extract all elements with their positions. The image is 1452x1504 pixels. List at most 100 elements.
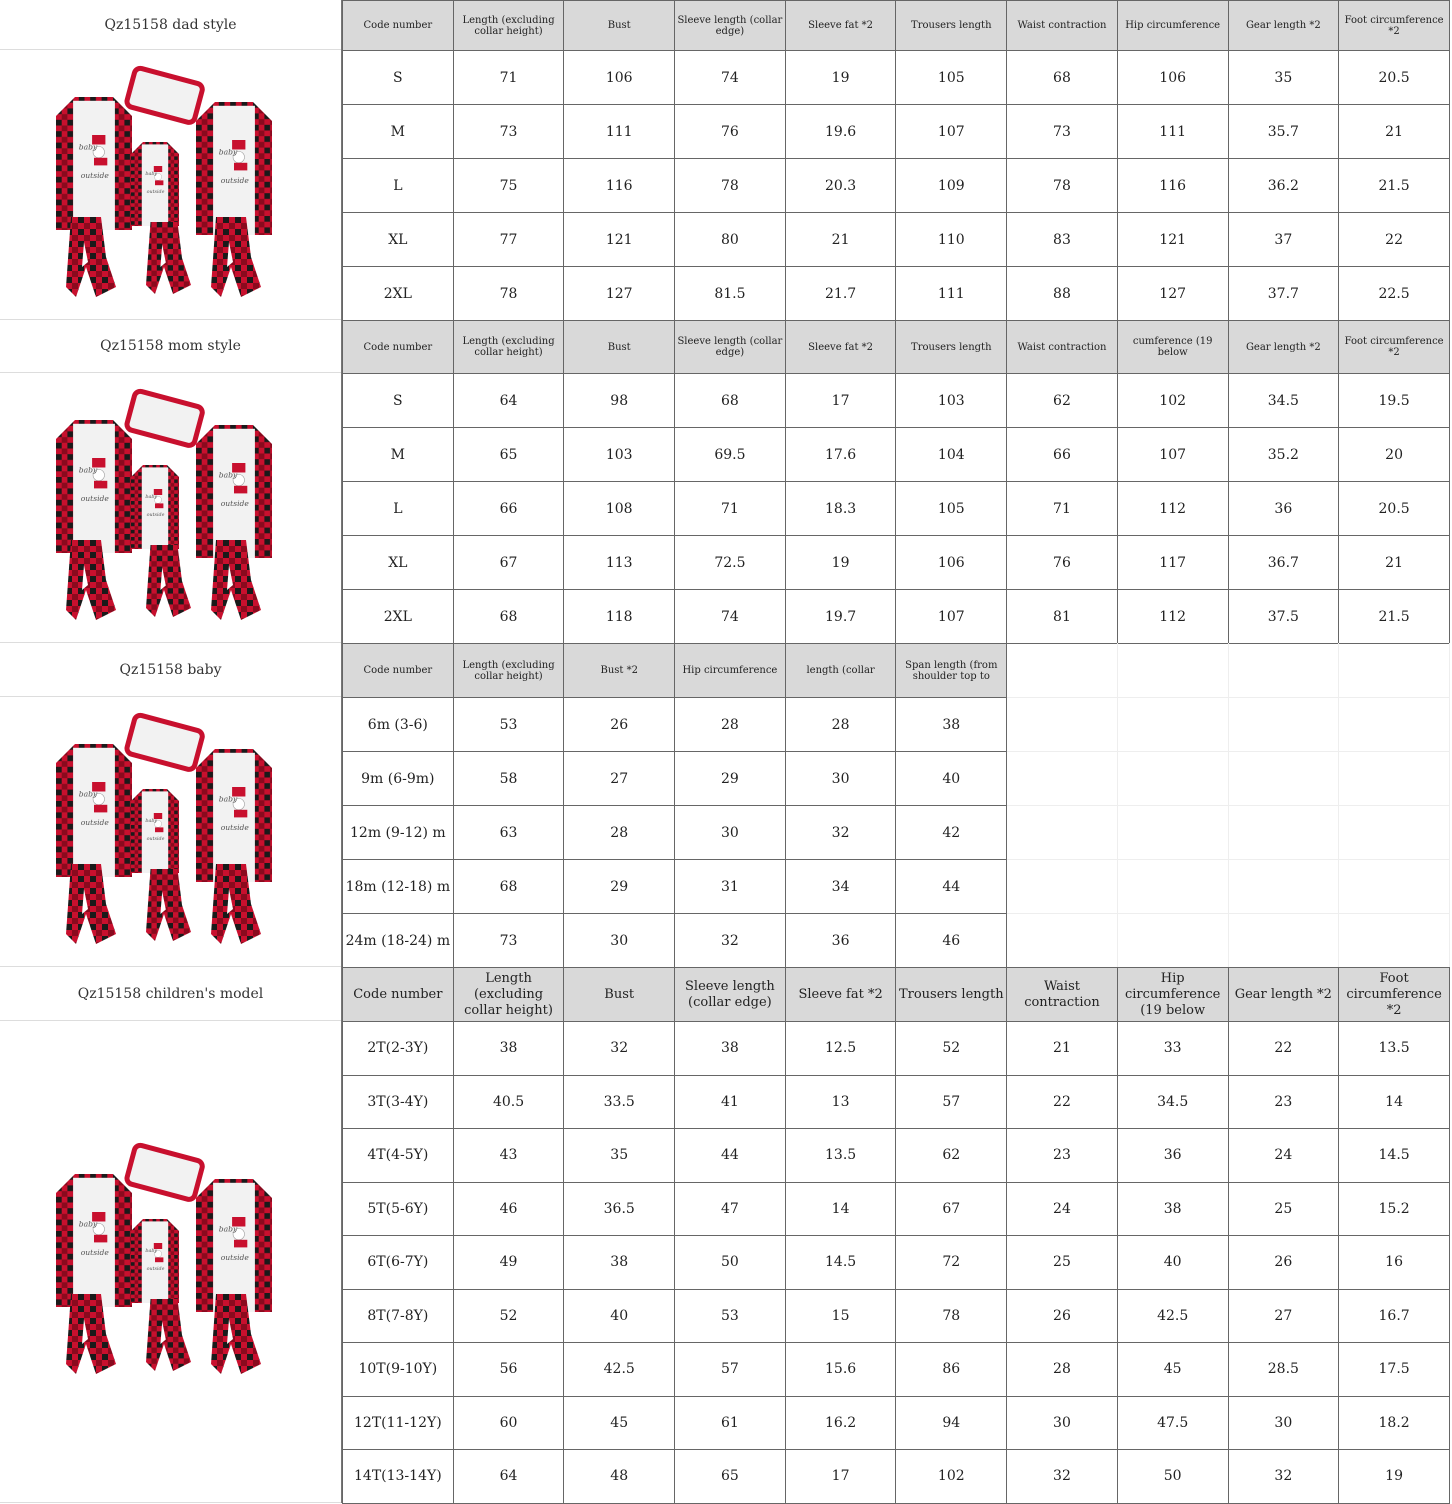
size-code-cell: 14T(13-14Y) [342,1449,454,1504]
column-header: Waist contraction [1006,967,1118,1022]
measurement-cell: 25 [1227,1181,1340,1236]
measurement-cell: 74 [674,50,786,105]
size-table: Code number Length (excluding collar heig… [342,967,1450,1504]
measurement-cell: 32 [674,913,786,968]
size-code-cell: 12m (9-12) m [342,805,454,860]
measurement-cell: 21.5 [1338,589,1450,644]
measurement-cell: 17 [784,373,897,428]
svg-text:outside: outside [220,1253,249,1262]
size-section: Qz15158 mom style baby outside baby outs… [0,320,1452,644]
measurement-cell: 33 [1116,1021,1229,1076]
table-row: L 66 108 71 18.3 105 71 112 36 20.5 [342,481,1450,536]
measurement-cell: 15.6 [784,1342,897,1397]
measurement-cell: 38 [674,1021,786,1076]
measurement-cell: 46 [452,1181,565,1236]
column-header: Span length (from shoulder top to [895,643,1008,698]
measurement-cell: 28.5 [1227,1342,1340,1397]
size-code-cell: 2XL [342,266,454,321]
measurement-cell: 78 [674,158,786,213]
measurement-cell: 14 [784,1181,897,1236]
table-row: 4T(4-5Y) 43 35 44 13.5 62 23 36 24 14.5 [342,1128,1450,1183]
measurement-cell: 40 [563,1288,676,1343]
svg-text:outside: outside [146,512,164,518]
measurement-cell: 13 [784,1074,897,1129]
measurement-cell: 46 [895,913,1008,968]
svg-text:outside: outside [220,823,249,832]
measurement-cell: 64 [452,373,565,428]
empty-cell [1227,751,1340,806]
measurement-cell: 35.2 [1227,427,1340,482]
table-row: 24m (18-24) m 73 30 32 36 46 [342,913,1450,968]
measurement-cell: 21 [784,212,897,267]
measurement-cell: 74 [674,589,786,644]
table-row: 18m (12-18) m 68 29 31 34 44 [342,859,1450,914]
table-row: S 64 98 68 17 103 62 102 34.5 19.5 [342,373,1450,428]
measurement-cell: 14.5 [1338,1128,1450,1183]
size-code-cell: XL [342,212,454,267]
measurement-cell: 107 [895,589,1008,644]
measurement-cell: 103 [895,373,1008,428]
empty-cell [1116,643,1229,698]
measurement-cell: 47.5 [1116,1395,1229,1450]
measurement-cell: 23 [1006,1128,1118,1183]
measurement-cell: 17 [784,1449,897,1504]
measurement-cell: 40 [1116,1235,1229,1290]
header-row: Code number Length (excluding collar heig… [342,0,1450,51]
column-header: Waist contraction [1006,0,1118,51]
empty-cell [1006,805,1118,860]
measurement-cell: 16 [1338,1235,1450,1290]
size-section: Qz15158 baby baby outside baby outside b… [0,643,1452,968]
size-table: Code number Length (excluding collar heig… [342,643,1450,968]
measurement-cell: 71 [1006,481,1118,536]
measurement-cell: 36 [784,913,897,968]
header-row: Code number Length (excluding collar heig… [342,320,1450,374]
measurement-cell: 20 [1338,427,1450,482]
empty-cell [1227,697,1340,752]
size-code-cell: L [342,158,454,213]
measurement-cell: 69.5 [674,427,786,482]
size-code-cell: L [342,481,454,536]
measurement-cell: 68 [1006,50,1118,105]
measurement-cell: 78 [1006,158,1118,213]
column-header: Trousers length [895,320,1008,374]
svg-text:baby: baby [78,1219,97,1228]
measurement-cell: 38 [1116,1181,1229,1236]
empty-cell [1227,913,1340,968]
section-title: Qz15158 baby [0,643,341,697]
table-row: 12m (9-12) m 63 28 30 32 42 [342,805,1450,860]
column-header: Code number [342,643,454,698]
column-header: Code number [342,967,454,1022]
measurement-cell: 36 [1227,481,1340,536]
measurement-cell: 50 [674,1235,786,1290]
measurement-cell: 71 [674,481,786,536]
measurement-cell: 21 [1006,1021,1118,1076]
measurement-cell: 22.5 [1338,266,1450,321]
size-code-cell: 2T(2-3Y) [342,1021,454,1076]
measurement-cell: 37.7 [1227,266,1340,321]
measurement-cell: 117 [1116,535,1229,590]
family-pajamas-image: baby outside baby outside baby outside [0,373,341,643]
empty-cell [1116,913,1229,968]
measurement-cell: 15 [784,1288,897,1343]
table-row: S 71 106 74 19 105 68 106 35 20.5 [342,50,1450,105]
table-row: 2XL 78 127 81.5 21.7 111 88 127 37.7 22.5 [342,266,1450,321]
measurement-cell: 32 [1006,1449,1118,1504]
empty-cell [1227,805,1340,860]
measurement-cell: 116 [1116,158,1229,213]
measurement-cell: 49 [452,1235,565,1290]
size-section: Qz15158 children's model baby outside ba… [0,967,1452,1504]
size-code-cell: 6m (3-6) [342,697,454,752]
measurement-cell: 21.5 [1338,158,1450,213]
empty-cell [1338,859,1450,914]
measurement-cell: 21 [1338,535,1450,590]
measurement-cell: 19.7 [784,589,897,644]
column-header: Code number [342,0,454,51]
measurement-cell: 38 [895,697,1008,752]
svg-text:outside: outside [80,818,109,827]
column-header: Waist contraction [1006,320,1118,374]
measurement-cell: 28 [674,697,786,752]
measurement-cell: 112 [1116,481,1229,536]
section-title: Qz15158 mom style [0,320,341,373]
measurement-cell: 80 [674,212,786,267]
